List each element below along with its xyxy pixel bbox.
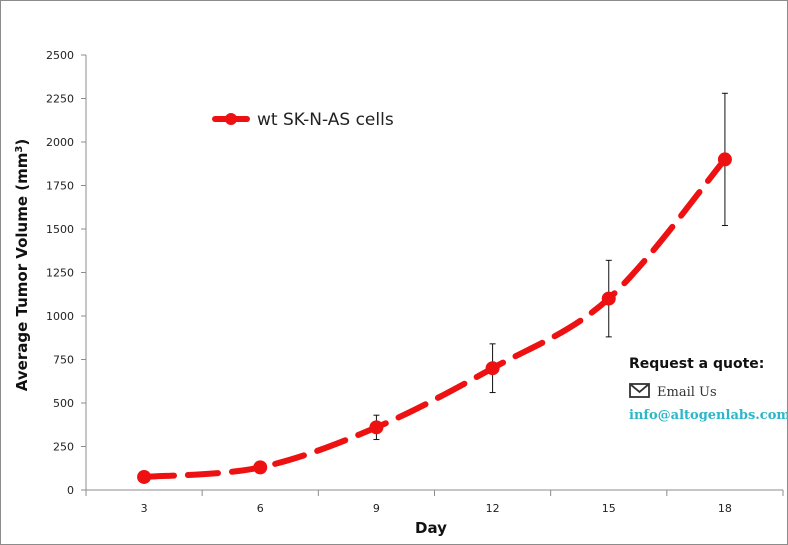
email-address-link[interactable]: info@altogenlabs.com bbox=[629, 408, 788, 423]
series-line bbox=[141, 156, 728, 480]
y-tick-label: 1250 bbox=[46, 267, 74, 280]
data-point bbox=[485, 361, 500, 376]
y-tick-label: 250 bbox=[53, 441, 74, 454]
x-axis-ticks: 3 6 9 12 15 18 bbox=[85, 490, 784, 515]
y-tick-label: 2250 bbox=[46, 93, 74, 106]
legend: wt SK-N-AS cells bbox=[212, 110, 394, 130]
data-point bbox=[253, 460, 268, 475]
legend-marker bbox=[225, 113, 237, 125]
x-tick-label: 9 bbox=[373, 502, 380, 515]
y-tick-label: 2500 bbox=[46, 49, 74, 62]
data-point bbox=[137, 469, 152, 484]
email-us-link[interactable]: Email Us bbox=[657, 385, 717, 400]
x-tick-label: 12 bbox=[486, 502, 500, 515]
y-tick-label: 500 bbox=[53, 397, 74, 410]
data-point bbox=[717, 152, 732, 167]
series-points bbox=[137, 152, 732, 484]
legend-label: wt SK-N-AS cells bbox=[257, 110, 394, 130]
data-point bbox=[369, 420, 384, 435]
x-tick-label: 3 bbox=[141, 502, 148, 515]
y-tick-label: 2000 bbox=[46, 136, 74, 149]
y-tick-label: 0 bbox=[67, 484, 74, 497]
y-axis-title: Average Tumor Volume (mm3) bbox=[13, 139, 31, 391]
envelope-icon[interactable] bbox=[629, 383, 650, 398]
y-axis-ticks: 0 250 500 750 1000 1250 1500 1750 2000 2250 2500 bbox=[46, 49, 86, 497]
x-tick-label: 6 bbox=[257, 502, 264, 515]
x-tick-label: 15 bbox=[602, 502, 616, 515]
request-quote-title: Request a quote: bbox=[629, 356, 764, 372]
y-tick-label: 1000 bbox=[46, 310, 74, 323]
data-point bbox=[601, 291, 616, 306]
x-tick-label: 18 bbox=[718, 502, 732, 515]
y-tick-label: 750 bbox=[53, 354, 74, 367]
y-tick-label: 1750 bbox=[46, 180, 74, 193]
request-quote-panel: Request a quote: Email Us info@altogenla… bbox=[629, 356, 788, 423]
y-tick-label: 1500 bbox=[46, 223, 74, 236]
x-axis-title: Day bbox=[415, 519, 447, 537]
